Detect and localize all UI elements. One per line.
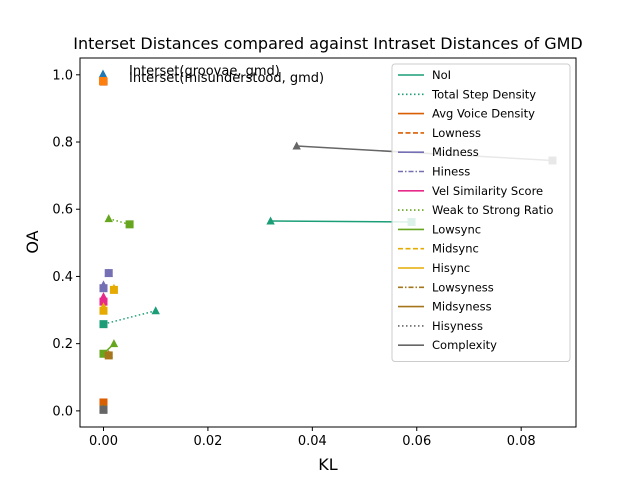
legend-entry: Midsync — [398, 242, 479, 256]
y-tick-label: 0.6 — [52, 203, 73, 218]
x-tick-label: 0.06 — [402, 434, 431, 449]
misunderstood-point — [109, 285, 118, 294]
legend: NoI Total Step Density Avg Voice Density Lo… — [391, 63, 571, 362]
legend-entry: Total Step Density — [398, 87, 536, 101]
legend-entry: Vel Similarity Score — [398, 184, 543, 198]
chart-title: Interset Distances compared against Intr… — [73, 34, 582, 53]
legend-entry: Lowsync — [398, 222, 481, 236]
legend-label: Midness — [432, 145, 479, 159]
series-connector-line — [270, 220, 412, 223]
misunderstood-point — [99, 284, 108, 293]
series-midness — [104, 268, 113, 278]
x-tick-label: 0.02 — [193, 434, 222, 449]
axis-ticks: 0.00 0.02 0.04 0.06 0.08 0.0 0.2 0.4 0.6 0.8 1.0 — [52, 68, 535, 449]
misunderstood-point — [125, 220, 134, 229]
legend-label: Midsync — [432, 242, 479, 256]
groovae-point — [109, 339, 119, 348]
groovae-point — [151, 306, 160, 315]
legend-label: Lowsync — [432, 222, 481, 236]
marker-legend-square-icon — [99, 77, 107, 85]
legend-entry: Weak to Strong Ratio — [398, 203, 553, 217]
misunderstood-point — [104, 269, 113, 278]
legend-entry: Hiness — [398, 165, 470, 179]
series-hisync — [109, 283, 119, 294]
misunderstood-point — [104, 351, 113, 360]
legend-label: Weak to Strong Ratio — [432, 203, 553, 217]
legend-label: Midsyness — [432, 300, 492, 314]
y-tick-label: 0.2 — [52, 337, 73, 352]
legend-label: Complexity — [432, 338, 497, 352]
y-axis-label: OA — [23, 230, 42, 253]
y-tick-label: 0.8 — [52, 136, 73, 151]
x-tick-label: 0.00 — [89, 434, 118, 449]
legend-label: Vel Similarity Score — [432, 184, 543, 198]
legend-label: Hisync — [432, 261, 470, 275]
misunderstood-point — [99, 320, 108, 329]
legend-entry: Hisync — [398, 261, 470, 275]
legend-entry: Hisyness — [398, 319, 483, 333]
legend-entry: NoI — [398, 68, 451, 82]
legend-entry: Lowsyness — [398, 280, 494, 294]
legend-entry: Complexity — [398, 338, 497, 352]
series-hiness — [99, 280, 108, 293]
y-tick-label: 1.0 — [52, 68, 73, 83]
plot-frame — [79, 57, 577, 428]
marker-legend-label: Interset(misunderstood, gmd) — [129, 71, 324, 86]
misunderstood-point — [99, 398, 108, 407]
series-hisyness — [99, 404, 108, 414]
x-tick-label: 0.04 — [298, 434, 327, 449]
series-midsync — [99, 302, 108, 315]
marker-legend: Interset(groovae, gmd)Interset(misunders… — [98, 64, 324, 86]
series-weak-to-strong-ratio — [104, 214, 134, 229]
legend-label: Avg Voice Density — [432, 107, 535, 121]
misunderstood-point — [99, 349, 108, 358]
series-lowsyness — [104, 349, 113, 360]
series-total-step-density — [99, 306, 160, 329]
groovae-point — [104, 214, 113, 223]
y-tick-label: 0.4 — [52, 270, 73, 285]
misunderstood-point — [99, 297, 108, 306]
marker-legend-label: Interset(groovae, gmd) — [129, 64, 280, 79]
legend-label: NoI — [432, 68, 451, 82]
series-vel-similarity-score — [99, 292, 108, 306]
misunderstood-point — [99, 405, 108, 414]
legend-entry: Midness — [398, 145, 479, 159]
groovae-point — [266, 216, 275, 225]
legend-entry: Lowness — [398, 126, 481, 140]
marker-legend-triangle-icon — [98, 69, 108, 78]
legend-label: Hiness — [432, 165, 470, 179]
legend-label: Lowness — [432, 126, 481, 140]
legend-label: Total Step Density — [431, 87, 536, 101]
legend-frame — [391, 63, 571, 362]
y-tick-label: 0.0 — [52, 404, 73, 419]
legend-entry: Midsyness — [398, 300, 492, 314]
x-axis-label: KL — [318, 455, 337, 474]
misunderstood-point — [99, 306, 108, 315]
legend-entry: Avg Voice Density — [398, 107, 535, 121]
x-tick-label: 0.08 — [507, 434, 536, 449]
legend-label: Lowsyness — [432, 280, 494, 294]
groovae-point — [292, 141, 301, 150]
series-connector-line — [103, 309, 156, 325]
legend-label: Hisyness — [432, 319, 483, 333]
